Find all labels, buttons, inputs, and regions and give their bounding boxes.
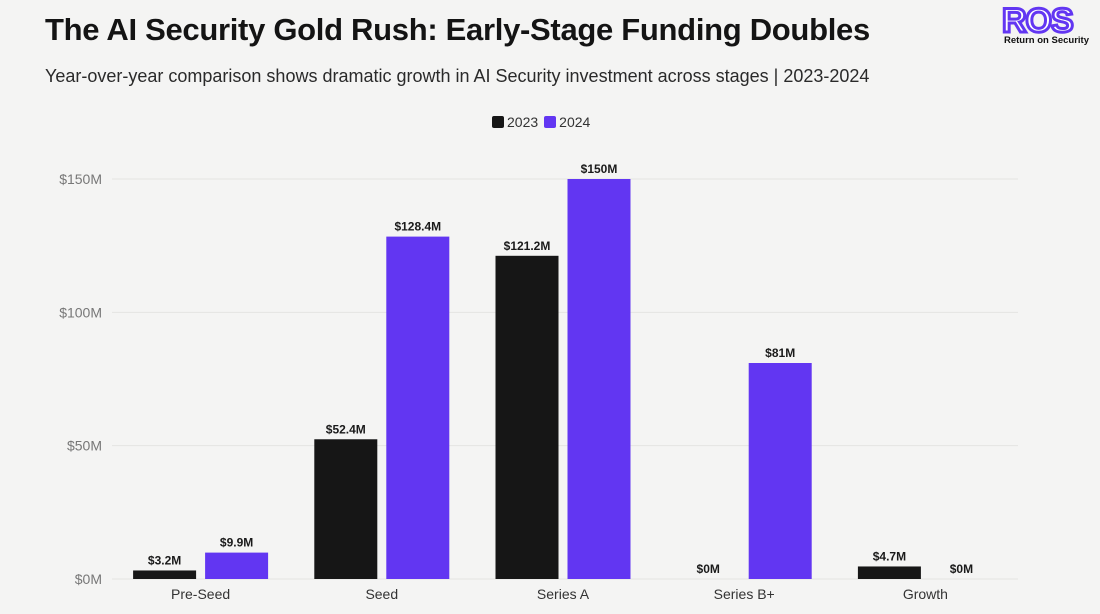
data-label: $0M	[697, 562, 720, 576]
data-label: $128.4M	[394, 220, 441, 234]
logo-tagline: Return on Security	[1004, 35, 1089, 46]
ros-logo: ROS	[1001, 2, 1076, 42]
x-tick-label: Series A	[537, 586, 590, 602]
data-label: $0M	[950, 562, 973, 576]
data-label: $81M	[765, 346, 795, 360]
legend-swatch-2024	[544, 116, 557, 128]
bar-2024-pre-seed	[205, 552, 269, 579]
bar-2024-seed	[386, 236, 450, 579]
data-label: $150M	[581, 162, 618, 176]
x-tick-label: Growth	[903, 586, 948, 602]
legend-item-2023[interactable]: 2023	[492, 114, 538, 130]
bar-2023-pre-seed	[133, 570, 197, 579]
x-tick-label: Seed	[365, 586, 398, 602]
legend-label-2023: 2023	[507, 114, 539, 130]
bar-2023-growth	[857, 566, 921, 579]
bar-2024-series-b-	[748, 363, 812, 579]
chart-subtitle: Year-over-year comparison shows dramatic…	[45, 66, 870, 86]
y-tick-label: $0M	[75, 571, 102, 587]
data-label: $121.2M	[504, 239, 551, 253]
y-tick-label: $150M	[59, 171, 102, 187]
data-label: $4.7M	[873, 549, 906, 563]
legend-swatch-2023	[492, 116, 504, 128]
y-tick-label: $100M	[59, 304, 102, 320]
chart-title: The AI Security Gold Rush: Early-Stage F…	[45, 12, 870, 47]
bar-2023-seed	[314, 439, 378, 579]
chart-legend: 2023 2024	[492, 113, 590, 131]
x-tick-label: Pre-Seed	[171, 586, 230, 602]
bar-2023-series-a	[495, 255, 559, 580]
logo-wordmark: ROS	[1002, 2, 1073, 40]
x-tick-label: Series B+	[714, 586, 775, 602]
legend-item-2024[interactable]: 2024	[544, 114, 590, 130]
legend-label-2024: 2024	[559, 114, 591, 130]
bar-2024-series-a	[567, 179, 631, 579]
data-label: $3.2M	[148, 553, 181, 567]
y-tick-label: $50M	[67, 438, 102, 454]
data-label: $9.9M	[220, 536, 253, 550]
data-label: $52.4M	[326, 422, 366, 436]
